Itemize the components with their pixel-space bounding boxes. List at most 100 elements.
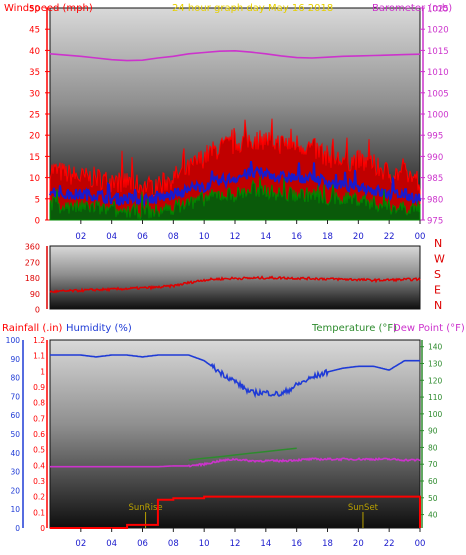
compass-label: N bbox=[434, 237, 442, 250]
humidity-x-tick-label: 16 bbox=[291, 539, 302, 549]
rain-y-tick-label: 0.2 bbox=[33, 493, 45, 502]
direction-y-tick-label: 360 bbox=[25, 243, 40, 252]
baro-y-tick-label: 1000 bbox=[427, 111, 449, 121]
humidity-x-tick-label: 10 bbox=[199, 539, 210, 549]
graph-title: 24 hour graph day May 16 2018 bbox=[172, 3, 333, 14]
humidity-x-tick-label: 22 bbox=[384, 539, 395, 549]
barometer-axis-title: Barometer (mb) bbox=[372, 3, 452, 14]
baro-y-tick-label: 980 bbox=[427, 195, 443, 205]
wind-x-tick-label: 00 bbox=[415, 232, 426, 242]
direction-y-tick-label: 270 bbox=[25, 258, 40, 267]
wind-y-tick-label: 20 bbox=[29, 132, 40, 142]
wind-y-tick-label: 15 bbox=[29, 153, 40, 163]
baro-y-tick-label: 985 bbox=[427, 174, 443, 184]
rain-y-tick-label: 0.8 bbox=[33, 399, 45, 408]
humidity-panel bbox=[49, 339, 421, 529]
direction-y-tick-label: 180 bbox=[25, 274, 40, 283]
dewpoint-series bbox=[50, 457, 421, 468]
wind-direction-series bbox=[49, 275, 421, 294]
wind-x-tick-label: 06 bbox=[137, 232, 148, 242]
humidity-y-tick-label: 80 bbox=[10, 374, 20, 383]
baro-y-tick-label: 975 bbox=[427, 217, 443, 227]
wind-y-tick-label: 0 bbox=[35, 217, 40, 227]
humidity-y-tick-label: 70 bbox=[10, 392, 20, 401]
wind-x-tick-label: 02 bbox=[75, 232, 86, 242]
compass-label: W bbox=[434, 253, 445, 266]
humidity-x-tick-label: 04 bbox=[106, 539, 117, 549]
rain-y-tick-label: 0 bbox=[40, 524, 45, 533]
dewpoint-axis-title: Dew Point (°F) bbox=[393, 323, 465, 334]
wind-speed-series bbox=[49, 160, 421, 208]
sunrise-label: SunRise bbox=[129, 503, 163, 513]
baro-y-tick-label: 995 bbox=[427, 132, 443, 142]
humidity-y-tick-label: 20 bbox=[10, 486, 20, 495]
humidity-x-tick-label: 14 bbox=[260, 539, 271, 549]
humidity-y-tick-label: 0 bbox=[15, 524, 20, 533]
direction-y-tick-label: 90 bbox=[30, 290, 40, 299]
humidity-x-tick-label: 12 bbox=[230, 539, 241, 549]
temp-y-tick-label: 90 bbox=[428, 427, 438, 436]
temperature-series bbox=[188, 447, 297, 461]
baro-y-tick-label: 1020 bbox=[427, 26, 449, 36]
humidity-y-tick-label: 10 bbox=[10, 505, 20, 514]
humidity-y-tick-label: 30 bbox=[10, 468, 20, 477]
wind-y-tick-label: 25 bbox=[29, 111, 40, 121]
rain-y-tick-label: 1.1 bbox=[33, 352, 45, 361]
wind-x-tick-label: 22 bbox=[384, 232, 395, 242]
wind-y-tick-label: 10 bbox=[29, 174, 40, 184]
humidity-x-tick-label: 18 bbox=[322, 539, 333, 549]
rain-y-tick-label: 1 bbox=[40, 367, 45, 376]
compass-label: E bbox=[434, 284, 441, 297]
rainfall-axis-title: Rainfall (.in) bbox=[2, 323, 63, 334]
wind-x-tick-label: 10 bbox=[199, 232, 210, 242]
wind-x-tick-label: 12 bbox=[230, 232, 241, 242]
compass-label: N bbox=[434, 299, 442, 312]
temp-y-tick-label: 140 bbox=[428, 343, 443, 352]
humidity-y-tick-label: 40 bbox=[10, 449, 20, 458]
rain-y-tick-label: 0.6 bbox=[33, 430, 45, 439]
humidity-y-tick-label: 100 bbox=[6, 336, 21, 345]
wind-x-tick-label: 08 bbox=[168, 232, 179, 242]
rain-y-tick-label: 0.7 bbox=[33, 414, 45, 423]
baro-y-tick-label: 1005 bbox=[427, 89, 449, 99]
temp-y-tick-label: 80 bbox=[428, 443, 438, 452]
temp-y-tick-label: 60 bbox=[428, 477, 438, 486]
rain-y-tick-label: 0.3 bbox=[33, 477, 45, 486]
rain-y-tick-label: 0.5 bbox=[33, 446, 45, 455]
wind-y-tick-label: 5 bbox=[35, 195, 40, 205]
humidity-y-tick-label: 50 bbox=[10, 430, 20, 439]
wind-low-series bbox=[49, 176, 421, 221]
wind-x-tick-label: 20 bbox=[353, 232, 364, 242]
temp-y-tick-label: 50 bbox=[428, 494, 438, 503]
baro-y-tick-label: 990 bbox=[427, 153, 443, 163]
wind-y-tick-label: 35 bbox=[29, 68, 40, 78]
baro-y-tick-label: 1025 bbox=[427, 5, 449, 15]
wind-y-tick-label: 40 bbox=[29, 47, 40, 57]
humidity-x-tick-label: 06 bbox=[137, 539, 148, 549]
wind-y-tick-label: 45 bbox=[29, 26, 40, 36]
humidity-y-tick-label: 90 bbox=[10, 355, 20, 364]
rain-y-tick-label: 0.9 bbox=[33, 383, 45, 392]
humidity-x-tick-label: 20 bbox=[353, 539, 364, 549]
wind-y-tick-label: 30 bbox=[29, 89, 40, 99]
humidity-series bbox=[50, 354, 420, 399]
compass-label: S bbox=[434, 268, 441, 281]
baro-y-tick-label: 1010 bbox=[427, 68, 449, 78]
temp-y-tick-label: 110 bbox=[428, 393, 443, 402]
rain-y-tick-label: 1.2 bbox=[33, 336, 45, 345]
wind-x-tick-label: 04 bbox=[106, 232, 117, 242]
temp-y-tick-label: 100 bbox=[428, 410, 443, 419]
baro-y-tick-label: 1015 bbox=[427, 47, 449, 57]
wind-x-tick-label: 18 bbox=[322, 232, 333, 242]
barometer-series bbox=[49, 49, 421, 62]
rainfall-series bbox=[50, 495, 421, 529]
humidity-x-tick-label: 08 bbox=[168, 539, 179, 549]
wind-x-tick-label: 14 bbox=[260, 232, 271, 242]
temp-y-tick-label: 70 bbox=[428, 460, 438, 469]
direction-y-tick-label: 0 bbox=[35, 306, 40, 315]
humidity-y-tick-label: 60 bbox=[10, 411, 20, 420]
humidity-axis-title: Humidity (%) bbox=[66, 323, 132, 334]
sunset-label: SunSet bbox=[348, 503, 379, 513]
